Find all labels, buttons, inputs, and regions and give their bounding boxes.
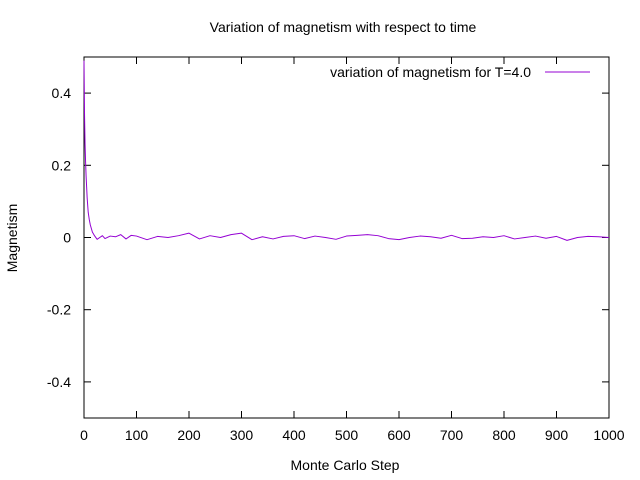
plot-border [83, 56, 610, 419]
chart-title: Variation of magnetism with respect to t… [210, 19, 477, 35]
x-tick-label: 800 [492, 427, 516, 443]
legend: variation of magnetism for T=4.0 [330, 64, 590, 80]
y-tick-label: 0.4 [52, 85, 72, 101]
series-line [83, 60, 610, 241]
y-axis-title: Magnetism [4, 204, 20, 272]
x-tick-label: 700 [440, 427, 464, 443]
x-tick-label: 1000 [593, 427, 624, 443]
y-tick-label: -0.2 [47, 302, 71, 318]
legend-label: variation of magnetism for T=4.0 [330, 64, 531, 80]
x-axis-title: Monte Carlo Step [291, 457, 400, 473]
y-tick-label: -0.4 [47, 374, 71, 390]
x-tick-label: 200 [177, 427, 201, 443]
x-tick-label: 600 [387, 427, 411, 443]
x-tick-label: 100 [125, 427, 149, 443]
x-tick-label: 500 [335, 427, 359, 443]
x-tick-label: 900 [545, 427, 569, 443]
y-tick-label: 0.2 [52, 157, 72, 173]
plot-area: 0 100 200 300 400 500 600 700 800 900 1000 -0.4 -0.2… [47, 56, 625, 443]
x-tick-label: 0 [80, 427, 88, 443]
y-tick-label: 0 [63, 230, 71, 246]
x-tick-label: 400 [282, 427, 306, 443]
x-tick-label: 300 [230, 427, 254, 443]
